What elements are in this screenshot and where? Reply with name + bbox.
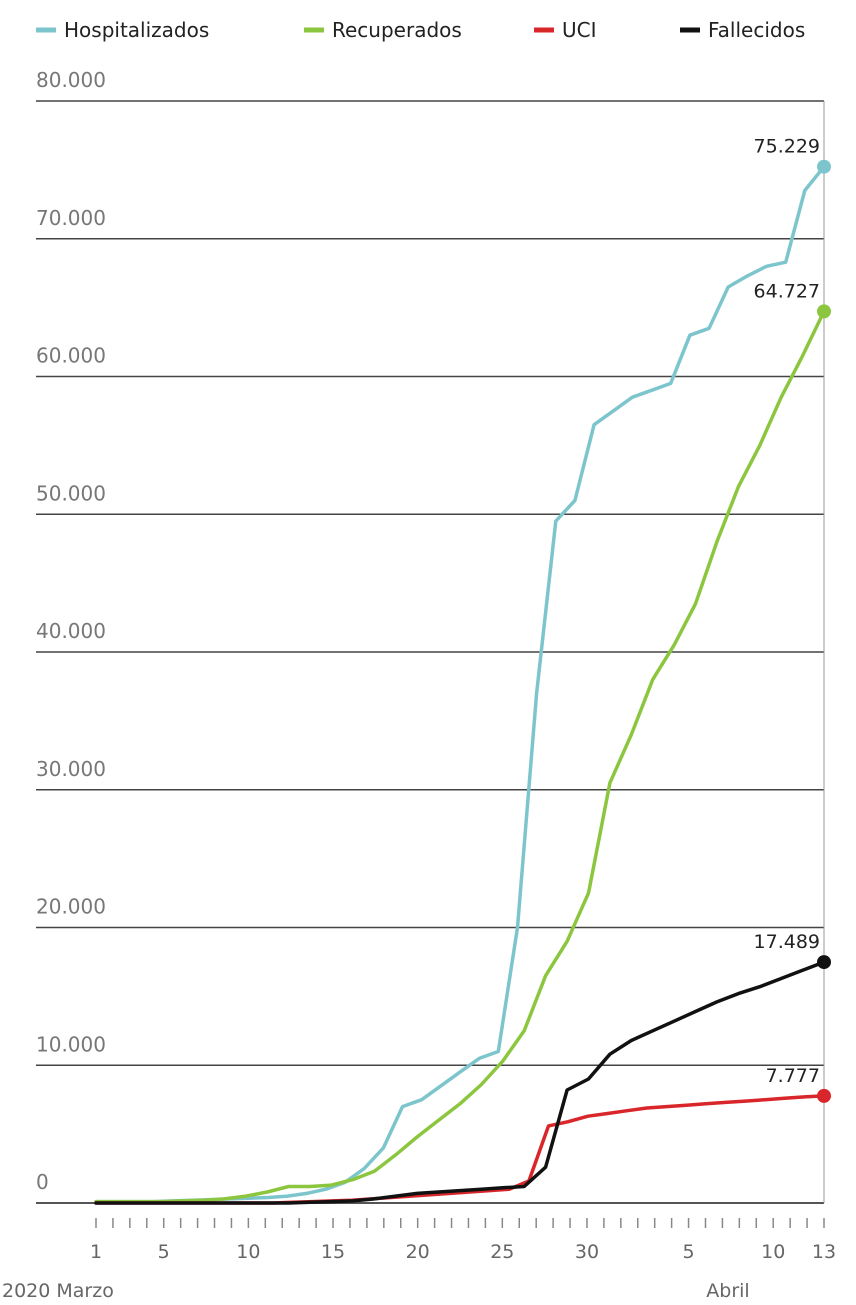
x-tick-label: 1 bbox=[90, 1241, 102, 1263]
series-line-hospitalizados bbox=[94, 164, 826, 1204]
y-axis-labels: 0 10.000 20.000 30.000 40.000 50.000 60.000 70.… bbox=[36, 68, 106, 1194]
series-lines bbox=[94, 164, 826, 1205]
endpoint-hospitalizados bbox=[817, 159, 831, 174]
end-label-recuperados: 64.727 bbox=[754, 280, 820, 302]
x-tick-label: 30 bbox=[575, 1241, 599, 1263]
legend-label-fallecidos: Fallecidos bbox=[708, 18, 805, 42]
y-tick-label: 0 bbox=[36, 1170, 49, 1194]
x-tick-label: 5 bbox=[683, 1241, 695, 1263]
legend-label-recuperados: Recuperados bbox=[332, 18, 462, 42]
y-tick-label: 50.000 bbox=[36, 481, 106, 505]
y-tick-label: 10.000 bbox=[36, 1032, 106, 1056]
series-line-uci bbox=[94, 1094, 826, 1205]
grid bbox=[36, 100, 825, 1204]
y-tick-label: 60.000 bbox=[36, 344, 106, 368]
x-tick-label: 15 bbox=[321, 1241, 345, 1263]
end-label-uci: 7.777 bbox=[766, 1065, 820, 1087]
y-tick-label: 30.000 bbox=[36, 757, 106, 781]
x-tick-label: 5 bbox=[158, 1241, 170, 1263]
y-tick-label: 80.000 bbox=[36, 68, 106, 92]
y-tick-label: 70.000 bbox=[36, 206, 106, 230]
x-tick-label: 13 bbox=[812, 1241, 836, 1263]
x-tick-label: 25 bbox=[490, 1241, 514, 1263]
series-line-recuperados bbox=[94, 309, 826, 1204]
y-tick-label: 20.000 bbox=[36, 895, 106, 919]
endpoint-recuperados bbox=[817, 304, 831, 319]
legend-label-uci: UCI bbox=[562, 18, 597, 42]
x-tick-label: 10 bbox=[761, 1241, 785, 1263]
endpoint-fallecidos bbox=[817, 955, 831, 970]
end-label-hospitalizados: 75.229 bbox=[754, 136, 820, 158]
x-tick-label: 20 bbox=[406, 1241, 430, 1263]
y-tick-label: 40.000 bbox=[36, 619, 106, 643]
month-label-marzo: 2020 Marzo bbox=[2, 1280, 114, 1302]
series-endpoints: 75.229 64.727 7.777 17.489 bbox=[754, 136, 831, 1103]
legend: Hospitalizados Recuperados UCI Fallecidos bbox=[36, 18, 805, 42]
month-label-abril: Abril bbox=[706, 1280, 749, 1302]
endpoint-uci bbox=[817, 1088, 831, 1103]
legend-label-hospitalizados: Hospitalizados bbox=[64, 18, 209, 42]
end-label-fallecidos: 17.489 bbox=[754, 931, 820, 953]
series-line-fallecidos bbox=[94, 960, 826, 1205]
x-tick-label: 10 bbox=[236, 1241, 260, 1263]
